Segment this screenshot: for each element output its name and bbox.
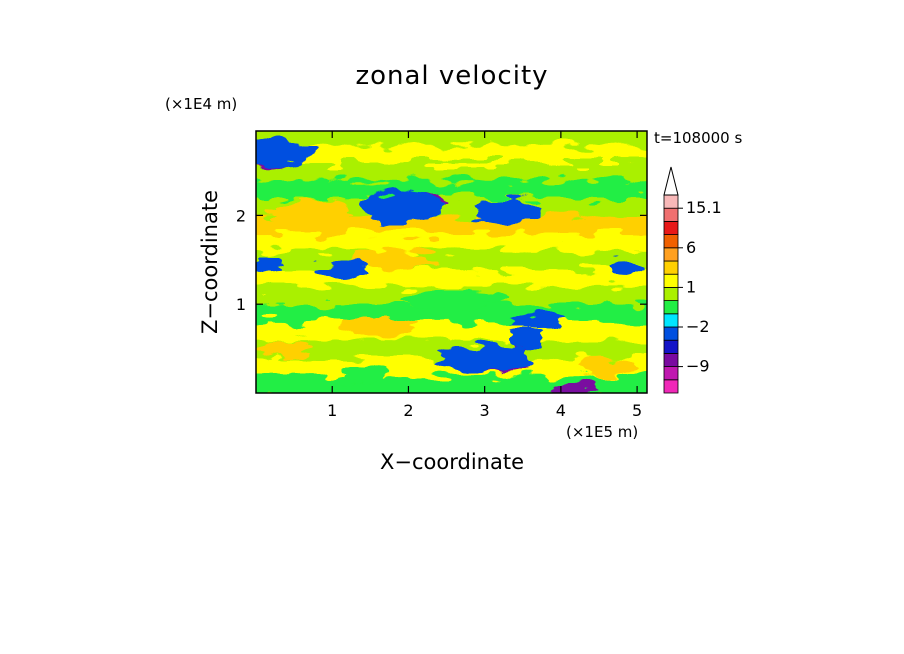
field-feature bbox=[351, 249, 436, 271]
field-band bbox=[256, 375, 647, 393]
colorbar-swatch bbox=[663, 234, 679, 249]
colorbar-swatch bbox=[663, 247, 679, 262]
field-feature bbox=[511, 311, 565, 330]
colorbar-swatch bbox=[663, 379, 679, 394]
colorbar: 15.1 6 1 −2 −9 bbox=[663, 166, 722, 394]
field-feature bbox=[473, 198, 542, 224]
x-tick-label: 3 bbox=[480, 401, 490, 420]
field-feature bbox=[553, 383, 599, 393]
plot-area bbox=[256, 131, 647, 393]
colorbar-extend-arrow bbox=[663, 166, 679, 196]
field-feature bbox=[259, 340, 314, 357]
time-label: t=108000 s bbox=[654, 129, 742, 147]
velocity-field bbox=[256, 131, 647, 393]
field-feature bbox=[313, 259, 367, 278]
colorbar-swatch bbox=[663, 194, 679, 209]
y-axis: 12 bbox=[236, 206, 647, 314]
colorbar-swatch bbox=[663, 220, 679, 235]
plot-frame bbox=[255, 130, 648, 394]
field-feature bbox=[610, 259, 647, 278]
field-feature bbox=[576, 357, 638, 376]
field-feature bbox=[400, 290, 508, 309]
field-feature bbox=[256, 255, 283, 274]
field-feature bbox=[339, 366, 386, 385]
field-feature bbox=[275, 200, 352, 222]
colorbar-swatch bbox=[663, 326, 679, 341]
y-axis-title: Z−coordinate bbox=[198, 190, 222, 334]
colorbar-label: −2 bbox=[686, 317, 710, 336]
field-feature bbox=[511, 329, 542, 351]
x-tick-label: 4 bbox=[556, 401, 566, 420]
colorbar-swatch bbox=[663, 366, 679, 381]
y-unit-label: (×1E4 m) bbox=[165, 95, 237, 113]
field-feature bbox=[438, 344, 531, 371]
colorbar-swatch bbox=[663, 352, 679, 367]
x-unit-label: (×1E5 m) bbox=[566, 423, 638, 441]
chart-title: zonal velocity bbox=[355, 61, 548, 91]
colorbar-swatch bbox=[663, 313, 679, 328]
colorbar-swatch bbox=[663, 300, 679, 315]
colorbar-swatch bbox=[663, 286, 679, 301]
field-feature bbox=[358, 190, 443, 223]
x-tick-label: 1 bbox=[327, 401, 337, 420]
x-tick-label: 5 bbox=[632, 401, 642, 420]
y-tick-label: 1 bbox=[236, 295, 246, 314]
colorbar-label: 6 bbox=[686, 238, 696, 257]
colorbar-label: 15.1 bbox=[686, 198, 722, 217]
x-axis: 1 2 3 4 5 bbox=[327, 131, 642, 420]
field-feature bbox=[339, 317, 417, 336]
colorbar-swatch bbox=[663, 260, 679, 275]
colorbar-swatch bbox=[663, 273, 679, 288]
colorbar-swatch bbox=[663, 207, 679, 222]
colorbar-label: −9 bbox=[686, 357, 710, 376]
colorbar-swatch bbox=[663, 339, 679, 354]
x-axis-title: X−coordinate bbox=[380, 450, 524, 474]
field-feature bbox=[256, 138, 314, 168]
colorbar-label: 1 bbox=[686, 277, 696, 296]
y-tick-label: 2 bbox=[236, 206, 246, 225]
x-tick-label: 2 bbox=[403, 401, 413, 420]
